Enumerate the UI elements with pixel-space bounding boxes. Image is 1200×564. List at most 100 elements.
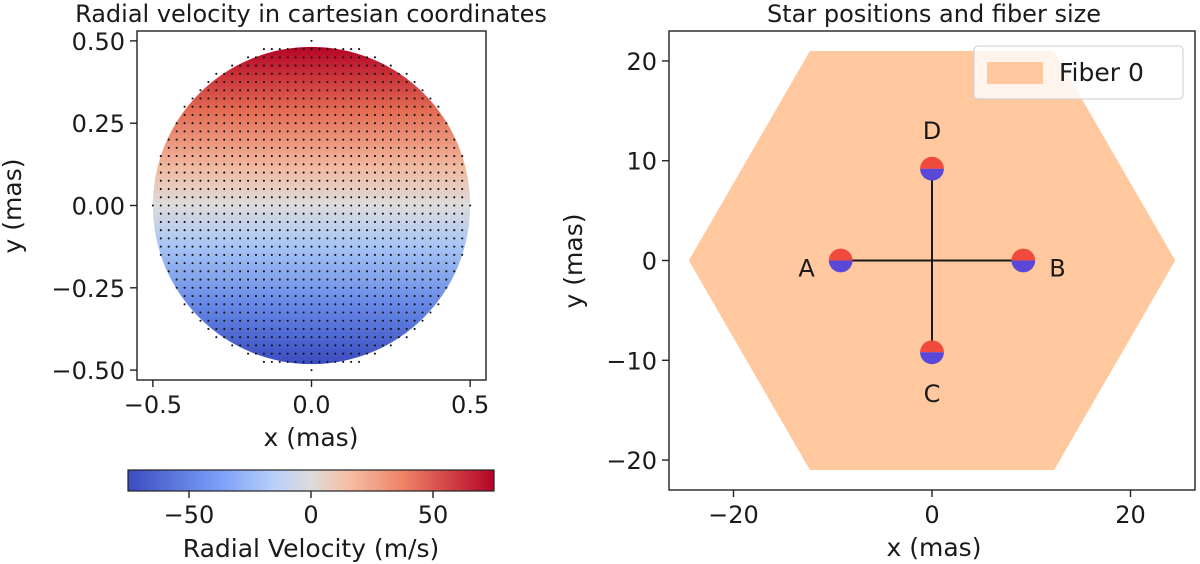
- grid-dot: [429, 237, 432, 240]
- grid-dot: [334, 80, 337, 84]
- grid-dot: [239, 327, 242, 331]
- grid-dot: [278, 163, 281, 166]
- grid-dot: [397, 163, 400, 166]
- grid-dot: [207, 237, 210, 240]
- grid-dot: [413, 262, 416, 265]
- grid-dot: [326, 319, 329, 322]
- grid-dot: [350, 303, 353, 306]
- grid-dot: [389, 286, 392, 289]
- grid-dot: [421, 237, 424, 240]
- grid-dot: [365, 303, 369, 306]
- grid-dot: [175, 212, 178, 215]
- grid-dot: [453, 229, 456, 232]
- grid-dot: [358, 146, 361, 149]
- grid-dot: [342, 229, 345, 232]
- grid-dot: [199, 122, 202, 125]
- grid-dot: [278, 187, 281, 191]
- grid-dot: [397, 336, 400, 339]
- grid-dot: [302, 155, 305, 158]
- grid-dot: [405, 245, 408, 248]
- grid-dot: [381, 220, 384, 224]
- grid-dot: [421, 146, 424, 149]
- grid-dot: [254, 327, 258, 331]
- grid-dot: [326, 105, 329, 108]
- grid-dot: [445, 204, 448, 207]
- grid-dot: [373, 171, 377, 174]
- grid-dot: [294, 245, 297, 248]
- grid-dot: [167, 212, 170, 215]
- grid-dot: [215, 130, 218, 133]
- grid-dot: [429, 253, 432, 256]
- grid-dot: [223, 171, 226, 174]
- grid-dot: [405, 319, 408, 322]
- grid-dot: [350, 138, 353, 141]
- grid-dot: [318, 294, 321, 298]
- grid-dot: [445, 196, 448, 199]
- grid-dot: [373, 278, 377, 281]
- grid-dot: [207, 286, 210, 289]
- grid-dot: [318, 130, 321, 133]
- grid-dot: [215, 196, 218, 199]
- grid-dot: [231, 220, 234, 224]
- grid-dot: [326, 327, 329, 331]
- grid-dot: [199, 294, 202, 298]
- grid-dot: [191, 163, 194, 166]
- grid-dot: [342, 130, 345, 133]
- grid-dot: [199, 179, 202, 182]
- grid-dot: [247, 179, 250, 182]
- grid-dot: [223, 327, 226, 331]
- legend-label-fiber-0: Fiber 0: [1059, 58, 1144, 87]
- grid-dot: [318, 48, 321, 51]
- grid-dot: [326, 179, 329, 182]
- grid-dot: [358, 245, 361, 248]
- grid-dot: [350, 270, 353, 273]
- grid-dot: [389, 262, 392, 265]
- grid-dot: [294, 229, 297, 232]
- grid-dot: [159, 187, 162, 191]
- grid-dot: [365, 105, 369, 108]
- grid-dot: [302, 72, 305, 75]
- grid-dot: [286, 270, 289, 273]
- left-x-tick-label: 0.5: [451, 391, 489, 419]
- grid-dot: [373, 122, 377, 125]
- grid-dot: [461, 155, 464, 158]
- grid-dot: [429, 286, 432, 289]
- grid-dot: [342, 122, 345, 125]
- grid-dot: [239, 187, 242, 191]
- grid-dot: [381, 262, 384, 265]
- grid-dot: [413, 130, 416, 133]
- grid-dot: [405, 179, 408, 182]
- grid-dot: [247, 204, 250, 207]
- grid-dot: [365, 245, 369, 248]
- grid-dot: [421, 303, 424, 306]
- grid-dot: [175, 130, 178, 133]
- grid-dot: [326, 220, 329, 224]
- grid-dot: [302, 89, 305, 92]
- grid-dot: [437, 113, 440, 117]
- grid-dot: [365, 253, 369, 256]
- grid-dot: [365, 138, 369, 141]
- grid-dot: [207, 245, 210, 248]
- right-x-tick-label: 20: [1115, 501, 1146, 529]
- grid-dot: [342, 319, 345, 322]
- grid-dot: [445, 212, 448, 215]
- grid-dot: [326, 262, 329, 265]
- grid-dot: [231, 113, 234, 117]
- grid-dot: [397, 146, 400, 149]
- grid-dot: [421, 155, 424, 158]
- grid-dot: [342, 303, 345, 306]
- grid-dot: [310, 270, 313, 273]
- grid-dot: [286, 97, 289, 100]
- grid-dot: [231, 303, 234, 306]
- grid-dot: [262, 229, 265, 232]
- grid-dot: [334, 253, 337, 256]
- grid-dot: [262, 97, 265, 100]
- grid-dot: [453, 237, 456, 240]
- grid-dot: [437, 253, 440, 256]
- grid-dot: [389, 64, 392, 67]
- grid-dot: [445, 270, 448, 273]
- grid-dot: [373, 155, 377, 158]
- grid-dot: [239, 138, 242, 141]
- grid-dot: [167, 204, 170, 207]
- grid-dot: [413, 146, 416, 149]
